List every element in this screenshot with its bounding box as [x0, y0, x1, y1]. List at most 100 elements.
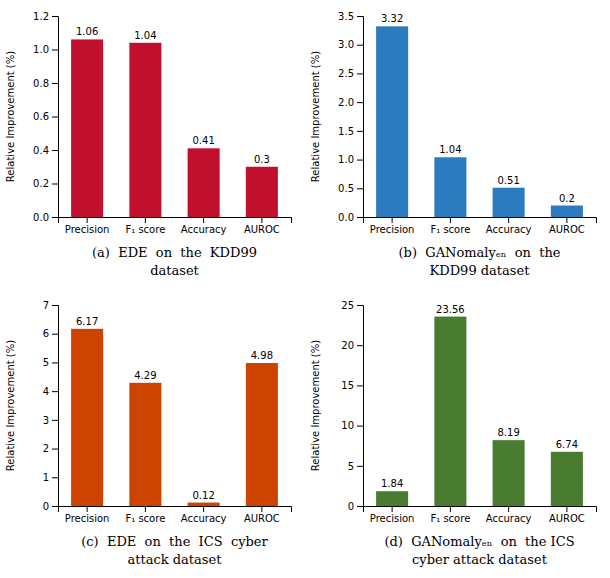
tick-label: Precision [65, 224, 110, 235]
tick-label: Precision [370, 224, 415, 235]
panel: 0510152025PrecisionF₁ scoreAccuracyAUROC… [310, 300, 597, 524]
bars [376, 26, 583, 217]
caption-line: attack dataset [128, 552, 223, 567]
bar [376, 26, 408, 217]
axis-line [357, 306, 364, 507]
tick-mark [357, 45, 363, 46]
tick-mark [261, 217, 262, 223]
tick-label: 0.0 [338, 212, 354, 223]
y-axis: 0.00.20.40.60.81.01.2 [33, 11, 58, 223]
y-tick: 1.0 [33, 44, 58, 55]
tick-label: Accuracy [181, 224, 227, 235]
data-label: 1.04 [134, 30, 156, 41]
tick-label: Accuracy [486, 513, 532, 524]
tick-mark [357, 16, 363, 17]
bars [71, 329, 278, 506]
data-label: 0.12 [192, 490, 214, 501]
y-tick: 0.0 [338, 212, 363, 223]
tick-mark [52, 83, 58, 84]
tick-mark [357, 73, 363, 74]
bar [246, 363, 278, 506]
bar [71, 329, 103, 506]
tick-label: 2.5 [338, 68, 354, 79]
x-tick: Precision [370, 217, 415, 235]
tick-mark [566, 506, 567, 512]
x-tick: Precision [370, 506, 415, 524]
tick-label: 10 [341, 420, 354, 431]
tick-mark [566, 217, 567, 223]
y-axis-title: Relative Improvement (%) [5, 340, 16, 471]
caption: (a) EDE on the KDD99dataset [92, 245, 257, 278]
bar [129, 43, 161, 217]
data-label: 3.32 [381, 13, 403, 24]
data-labels: 1.061.040.410.3 [76, 26, 270, 164]
tick-label: 1.0 [33, 44, 49, 55]
bar [188, 503, 220, 506]
tick-mark [508, 506, 509, 512]
tick-label: F₁ score [430, 513, 470, 524]
y-axis: 0510152025 [341, 300, 363, 512]
y-tick: 0.2 [33, 178, 58, 189]
y-tick: 2.5 [338, 68, 363, 79]
x-tick: AUROC [244, 217, 280, 235]
bars [71, 39, 278, 217]
x-tick: AUROC [549, 506, 585, 524]
tick-label: 1.2 [33, 11, 49, 22]
tick-label: 0.4 [33, 145, 49, 156]
tick-mark [52, 217, 58, 218]
y-axis: 0.00.51.01.52.02.53.03.5 [338, 11, 363, 223]
y-tick: 3.0 [338, 39, 363, 50]
caption: (c) EDE on the ICS cyberattack dataset [81, 534, 268, 567]
tick-label: 1 [43, 472, 49, 483]
tick-mark [52, 506, 58, 507]
x-axis: PrecisionF₁ scoreAccuracyAUROC [364, 217, 597, 235]
tick-mark [52, 449, 58, 450]
bar [71, 39, 103, 217]
data-label: 0.3 [254, 154, 270, 165]
x-tick: Precision [65, 217, 110, 235]
data-labels: 3.321.040.510.2 [381, 13, 575, 203]
data-label: 0.41 [192, 135, 214, 146]
y-tick: 3 [43, 415, 58, 426]
tick-label: 2.0 [338, 97, 354, 108]
y-tick: 0.0 [33, 212, 58, 223]
caption: (d) GANomalyₑₙ on the ICScyber attack da… [384, 534, 574, 567]
x-axis: Precision F₁ score Accuracy AUROC [59, 217, 292, 235]
tick-mark [450, 506, 451, 512]
tick-label: 0.5 [338, 183, 354, 194]
tick-mark [450, 217, 451, 223]
axis-line [364, 507, 597, 513]
tick-label: 5 [43, 357, 49, 368]
tick-mark [52, 391, 58, 392]
tick-label: 0.0 [33, 212, 49, 223]
bar [493, 188, 525, 217]
y-tick: 3.5 [338, 11, 363, 22]
tick-label: AUROC [244, 513, 280, 524]
y-tick: 4 [43, 386, 58, 397]
tick-mark [392, 217, 393, 223]
tick-label: 0 [348, 501, 354, 512]
caption: (b) GANomalyₑₙ on theKDD99 dataset [399, 245, 561, 278]
axis-line [52, 17, 59, 218]
data-label: 6.74 [556, 439, 578, 450]
x-tick: F₁ score [125, 217, 165, 235]
tick-label: 1.0 [338, 154, 354, 165]
tick-mark [357, 102, 363, 103]
data-labels: 1.8423.568.196.74 [381, 304, 578, 490]
tick-mark [52, 150, 58, 151]
tick-label: 0.2 [33, 178, 49, 189]
y-tick: 5 [348, 461, 363, 472]
tick-mark [508, 217, 509, 223]
tick-label: 3 [43, 415, 49, 426]
tick-mark [52, 184, 58, 185]
caption-line: (a) EDE on the KDD99 [92, 245, 257, 260]
tick-label: 5 [348, 461, 354, 472]
tick-mark [87, 217, 88, 223]
y-tick: 5 [43, 357, 58, 368]
axis-line [59, 507, 292, 513]
y-axis-title: Relative Improvement (%) [310, 340, 321, 471]
axis-line [357, 17, 364, 218]
y-tick: 0 [348, 501, 363, 512]
tick-mark [52, 305, 58, 306]
figure: 0.00.20.40.60.81.01.2PrecisionF₁ scoreAc… [0, 0, 610, 578]
